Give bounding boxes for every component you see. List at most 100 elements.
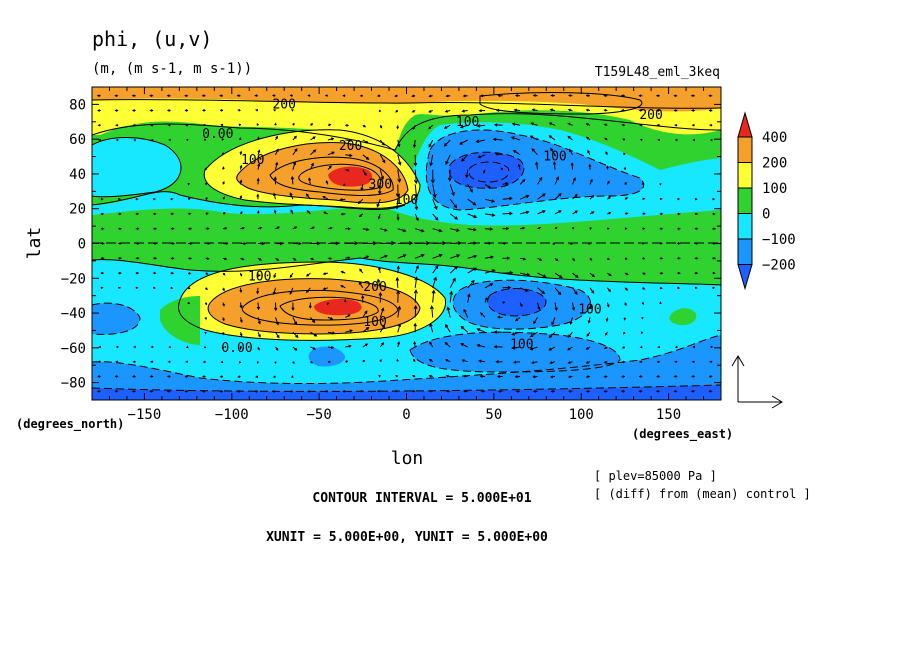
wind-arrow xyxy=(414,184,419,199)
wind-arrow xyxy=(274,361,277,365)
wind-arrow xyxy=(310,331,318,337)
wind-arrow xyxy=(254,389,259,393)
contour-line xyxy=(92,113,721,151)
wind-arrow xyxy=(305,287,311,293)
wind-arrow xyxy=(552,242,556,245)
wind-arrow xyxy=(674,360,678,364)
wind-arrow xyxy=(322,272,329,276)
wind-arrow xyxy=(467,198,477,206)
colorbar-label: −100 xyxy=(762,232,796,248)
contour-line xyxy=(92,137,182,198)
wind-arrow xyxy=(463,389,468,393)
wind-arrow xyxy=(310,123,314,126)
wind-arrow xyxy=(512,150,521,156)
wind-arrow xyxy=(673,389,678,393)
wind-arrow xyxy=(529,135,538,141)
wind-arrow xyxy=(589,257,593,261)
wind-arrow xyxy=(709,123,713,127)
wind-arrow xyxy=(673,109,678,112)
wind-arrow xyxy=(149,375,154,378)
wind-arrow xyxy=(656,109,660,112)
wind-arrow xyxy=(605,151,608,156)
wind-arrow xyxy=(273,272,277,279)
wind-arrow xyxy=(345,138,353,142)
wind-arrow xyxy=(222,227,228,230)
wind-arrow xyxy=(135,212,140,216)
band-neg200-south-2 xyxy=(410,332,620,372)
wind-arrow xyxy=(325,180,329,185)
wind-arrow xyxy=(185,138,189,142)
wind-arrow xyxy=(255,375,259,378)
wind-arrow xyxy=(467,279,475,289)
wind-arrow xyxy=(203,345,207,349)
wind-arrow xyxy=(638,389,643,393)
wind-arrow xyxy=(204,317,207,321)
wind-arrow xyxy=(431,289,436,303)
wind-arrow xyxy=(624,287,629,291)
wind-arrow xyxy=(569,242,573,245)
contour-line xyxy=(409,331,621,373)
wind-arrow xyxy=(115,345,119,349)
x-tick-label: 150 xyxy=(656,407,681,423)
wind-arrow xyxy=(712,286,716,290)
wind-arrow xyxy=(585,360,591,364)
chart-title: phi, (u,v) xyxy=(92,27,212,51)
wind-arrow xyxy=(549,361,556,365)
wind-arrow xyxy=(345,168,350,172)
wind-arrow xyxy=(308,302,312,309)
wind-arrow xyxy=(444,109,451,113)
wind-arrow xyxy=(236,94,241,98)
wind-arrow xyxy=(478,359,486,363)
wind-arrow xyxy=(275,161,279,170)
wind-arrow xyxy=(362,227,370,231)
wind-arrow xyxy=(621,360,625,364)
wind-arrow xyxy=(115,360,119,364)
band-neg300-north xyxy=(449,152,524,189)
contour-label: 200 xyxy=(639,108,662,123)
wind-arrow xyxy=(396,289,401,303)
wind-arrow xyxy=(567,108,573,112)
wind-arrow xyxy=(153,197,157,201)
wind-arrow xyxy=(275,226,280,230)
wind-arrow xyxy=(446,306,451,318)
wind-arrow xyxy=(412,125,416,130)
wind-arrow xyxy=(514,94,521,98)
wind-arrow xyxy=(708,109,713,112)
wind-arrow xyxy=(656,360,660,364)
wind-arrow xyxy=(677,197,681,201)
wind-arrow xyxy=(187,272,192,275)
wind-arrow xyxy=(394,375,398,378)
wind-arrow xyxy=(166,109,171,112)
wind-arrow xyxy=(624,257,628,260)
contour-label: 200 xyxy=(339,139,362,154)
wind-arrow xyxy=(467,184,473,193)
contour-line xyxy=(92,191,406,210)
wind-arrow xyxy=(467,254,478,259)
wind-arrow xyxy=(170,256,175,260)
wind-arrow xyxy=(567,346,573,351)
wind-arrow xyxy=(219,375,224,378)
wind-arrow xyxy=(135,197,139,201)
wind-arrow xyxy=(379,169,385,181)
wind-arrow xyxy=(256,177,260,185)
wind-arrow xyxy=(533,317,538,325)
wind-arrow xyxy=(237,109,241,112)
x-tick-label: 100 xyxy=(569,407,594,423)
wind-arrow xyxy=(188,242,193,245)
wind-arrow xyxy=(153,227,158,231)
wind-arrow xyxy=(100,227,105,231)
wind-arrow xyxy=(345,123,350,127)
wind-arrow xyxy=(589,272,596,278)
wind-arrow xyxy=(98,345,102,349)
wind-arrow xyxy=(492,137,503,142)
contour-label: 200 xyxy=(272,97,295,112)
wind-arrow xyxy=(449,277,456,289)
wind-arrow xyxy=(624,272,629,276)
wind-arrow xyxy=(256,210,260,215)
wind-arrow xyxy=(100,212,105,216)
wind-arrow xyxy=(239,346,242,351)
wind-arrow xyxy=(691,123,695,127)
wind-arrow xyxy=(97,375,101,378)
wind-arrow xyxy=(478,109,486,113)
wind-arrow xyxy=(166,94,171,98)
